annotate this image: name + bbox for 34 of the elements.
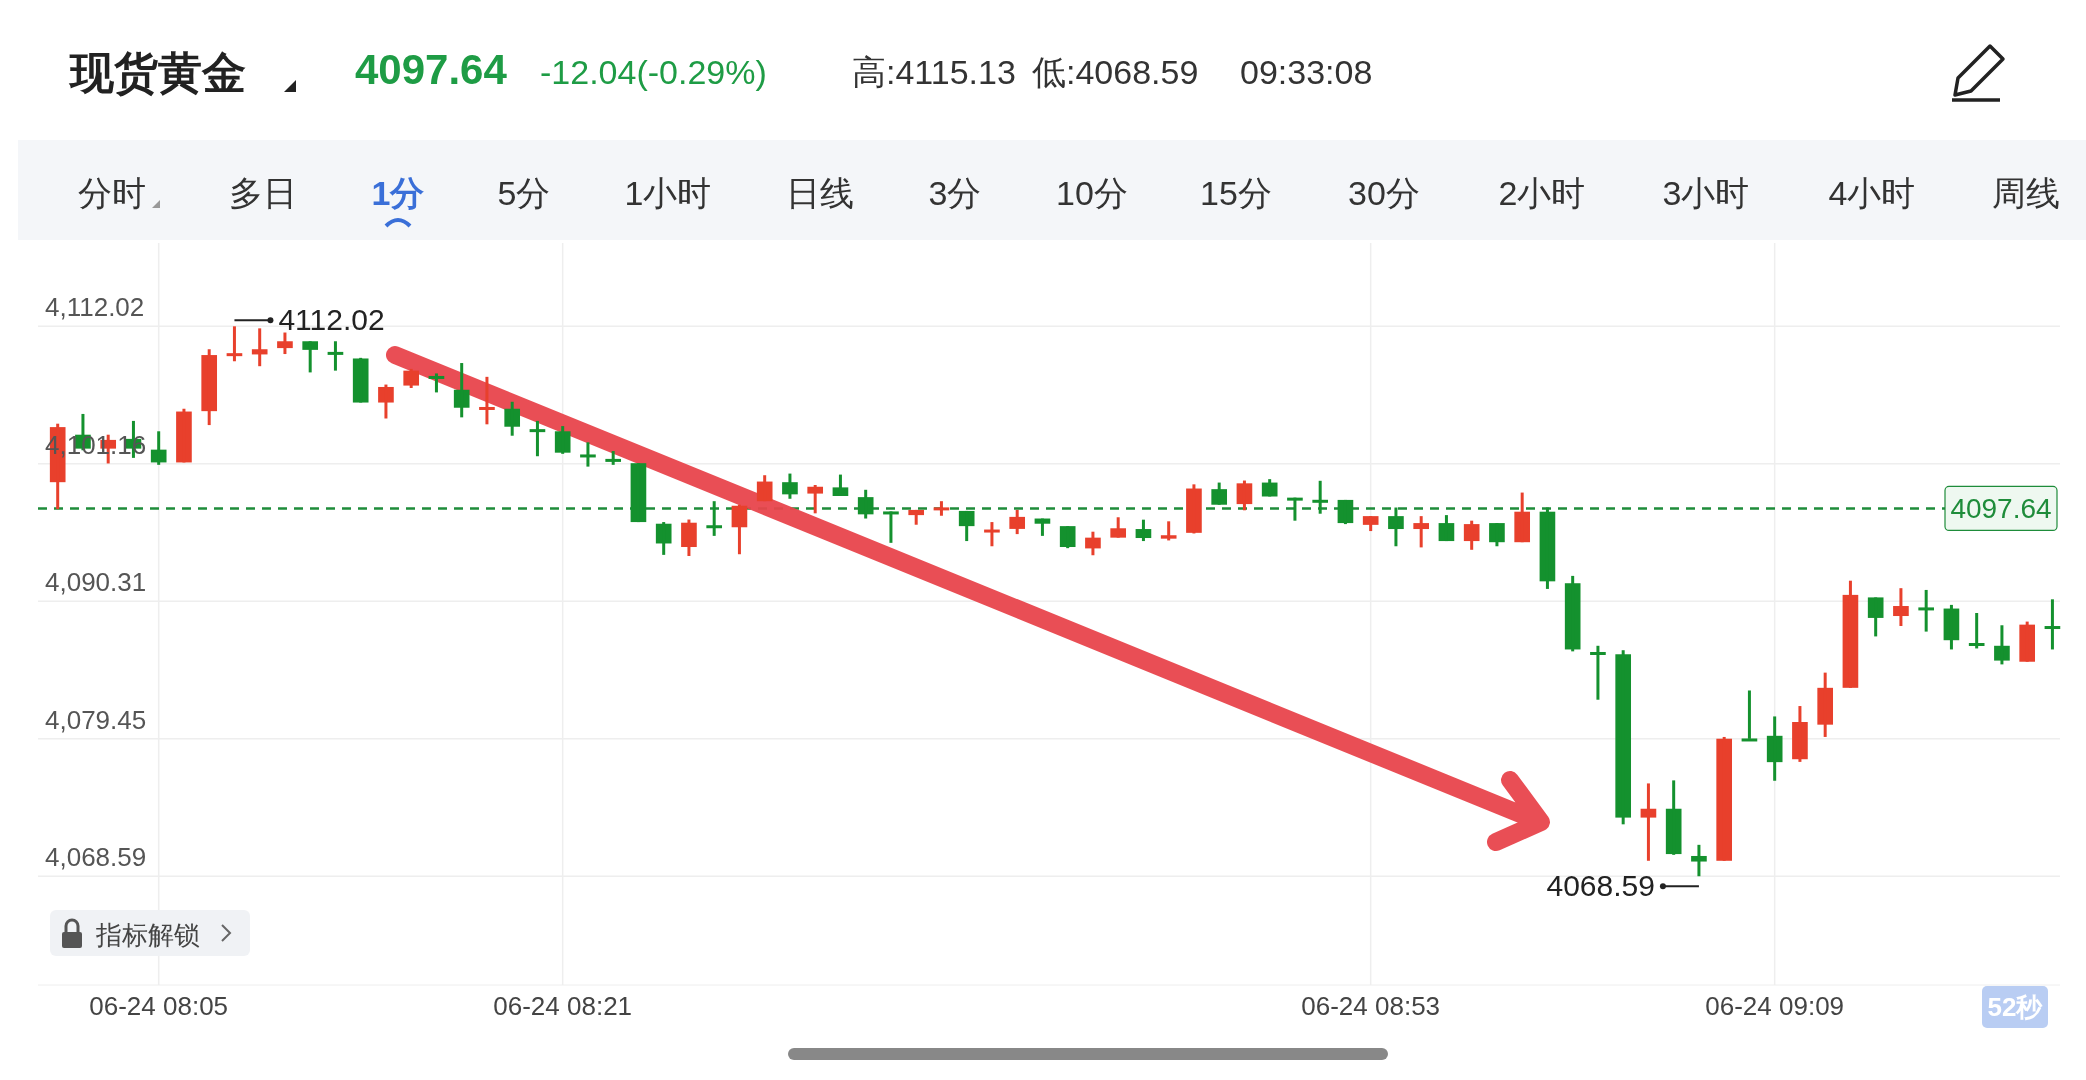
text: 周线: [1992, 174, 2060, 212]
text: 15分: [1200, 174, 1272, 212]
x-tick-label: 06-24 08:21: [493, 991, 633, 1021]
text: 分时: [78, 174, 146, 212]
text: 多日: [229, 174, 297, 212]
text: 1小时: [624, 174, 712, 212]
text: -12.04(-0.29%): [540, 53, 767, 91]
ref-line-label: 4097.64: [1950, 493, 2052, 525]
x-tick-label: 06-24 09:09: [1705, 991, 1845, 1021]
annotation: 4112.02: [278, 303, 385, 337]
y-tick-label: 4,068.59: [45, 842, 147, 873]
text: 高:4115.13: [852, 53, 1016, 91]
text: 3分: [928, 174, 982, 212]
x-tick-label: 06-24 08:53: [1301, 991, 1441, 1021]
text: 09:33:08: [1240, 53, 1373, 91]
annotation: 指标解锁: [95, 920, 200, 950]
text: 10分: [1056, 174, 1128, 212]
text: 日线: [786, 174, 854, 212]
text: 低:4068.59: [1032, 53, 1199, 91]
text: 5分: [497, 174, 551, 212]
text: 4小时: [1828, 174, 1916, 212]
text: 52秒: [1987, 992, 2044, 1022]
annotation: 4068.59: [1546, 869, 1655, 903]
text: 2小时: [1498, 174, 1586, 212]
x-tick-label: 06-24 08:05: [89, 991, 229, 1021]
y-tick-label: 4,112.02: [45, 292, 145, 323]
text: 1分: [371, 174, 425, 212]
y-tick-label: 4,090.31: [45, 567, 147, 598]
y-tick-label: 4,101.16: [45, 429, 147, 460]
chart-title: 现货黄金: [68, 48, 246, 97]
y-tick-label: 4,079.45: [45, 704, 147, 735]
text: 30分: [1348, 174, 1420, 212]
text: 4097.64: [355, 46, 508, 93]
text: 3小时: [1662, 174, 1750, 212]
